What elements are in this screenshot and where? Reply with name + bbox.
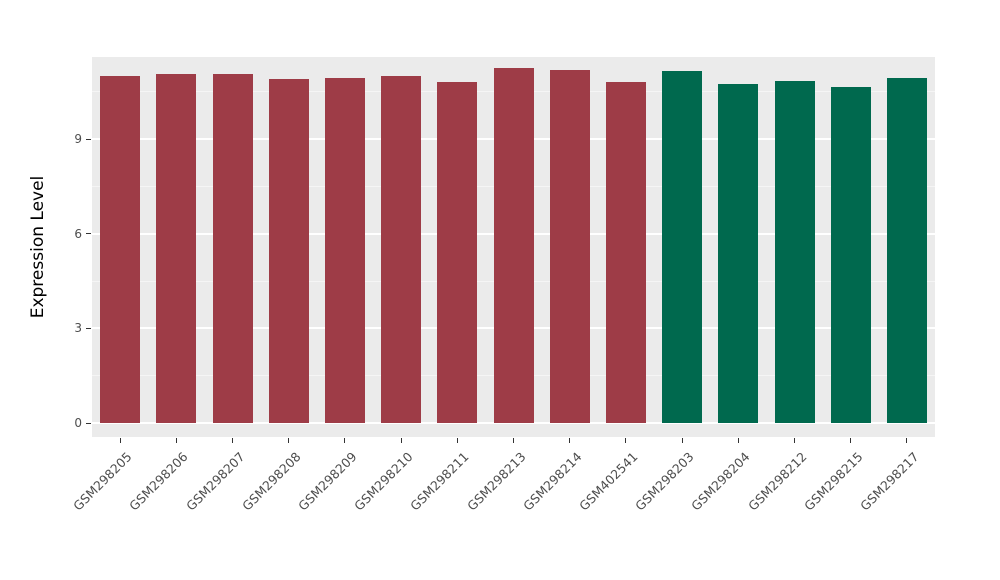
bar-GSM298213 <box>494 68 534 423</box>
y-tick-label-9: 9 <box>74 132 82 147</box>
x-tick-label-GSM298208: GSM298208 <box>238 449 304 514</box>
x-tick-label-GSM298209: GSM298209 <box>295 449 360 514</box>
x-tick-label-GSM298210: GSM298210 <box>351 449 416 514</box>
x-tick-label-GSM298214: GSM298214 <box>519 449 585 514</box>
bar-GSM402541 <box>606 82 646 423</box>
bar-GSM298203 <box>662 71 702 423</box>
x-tick-label-GSM298211: GSM298211 <box>407 449 472 514</box>
y-axis-title: Expression Level <box>28 175 48 319</box>
bar-GSM298205 <box>100 76 140 423</box>
y-tick-label-3: 3 <box>74 321 82 336</box>
bar-GSM298208 <box>269 79 309 423</box>
x-tick-mark <box>906 438 908 443</box>
y-tick-mark <box>86 422 91 424</box>
x-tick-mark <box>850 438 852 443</box>
y-tick-mark <box>86 327 91 329</box>
x-tick-mark <box>737 438 739 443</box>
bar-GSM298211 <box>437 82 477 423</box>
y-tick-label-6: 6 <box>74 226 82 241</box>
x-tick-label-GSM298205: GSM298205 <box>70 449 135 514</box>
x-tick-mark <box>681 438 683 443</box>
x-tick-mark <box>625 438 627 443</box>
y-tick-mark <box>86 138 91 140</box>
bar-GSM298215 <box>831 87 871 423</box>
bar-GSM298207 <box>213 74 253 423</box>
x-tick-label-GSM298215: GSM298215 <box>800 449 866 514</box>
x-tick-mark <box>288 438 290 443</box>
plot-panel <box>92 57 935 437</box>
x-tick-mark <box>513 438 514 443</box>
x-tick-mark <box>119 438 121 443</box>
bar-GSM298204 <box>718 84 758 423</box>
x-tick-mark <box>232 438 233 443</box>
x-tick-mark <box>456 438 458 443</box>
bar-GSM298212 <box>775 81 815 423</box>
x-tick-mark <box>400 438 402 443</box>
x-tick-mark <box>344 438 346 443</box>
y-tick-label-0: 0 <box>74 416 82 430</box>
bar-GSM298209 <box>325 78 365 423</box>
bar-GSM298217 <box>887 78 927 423</box>
bar-GSM298206 <box>156 74 196 423</box>
x-tick-label-GSM402541: GSM402541 <box>576 449 641 514</box>
gridline-major-0 <box>92 422 935 424</box>
x-tick-mark <box>794 438 795 443</box>
x-tick-label-GSM298217: GSM298217 <box>857 449 922 514</box>
bar-GSM298210 <box>381 76 421 423</box>
x-tick-label-GSM298204: GSM298204 <box>688 449 753 514</box>
y-tick-mark <box>86 233 91 235</box>
x-tick-label-GSM298203: GSM298203 <box>632 449 697 514</box>
x-tick-label-GSM298207: GSM298207 <box>182 449 248 514</box>
x-tick-mark <box>175 438 177 443</box>
x-tick-label-GSM298212: GSM298212 <box>744 449 810 514</box>
x-tick-label-GSM298213: GSM298213 <box>463 449 529 514</box>
x-tick-mark <box>569 438 571 443</box>
bar-GSM298214 <box>550 70 590 423</box>
x-tick-label-GSM298206: GSM298206 <box>126 449 191 514</box>
